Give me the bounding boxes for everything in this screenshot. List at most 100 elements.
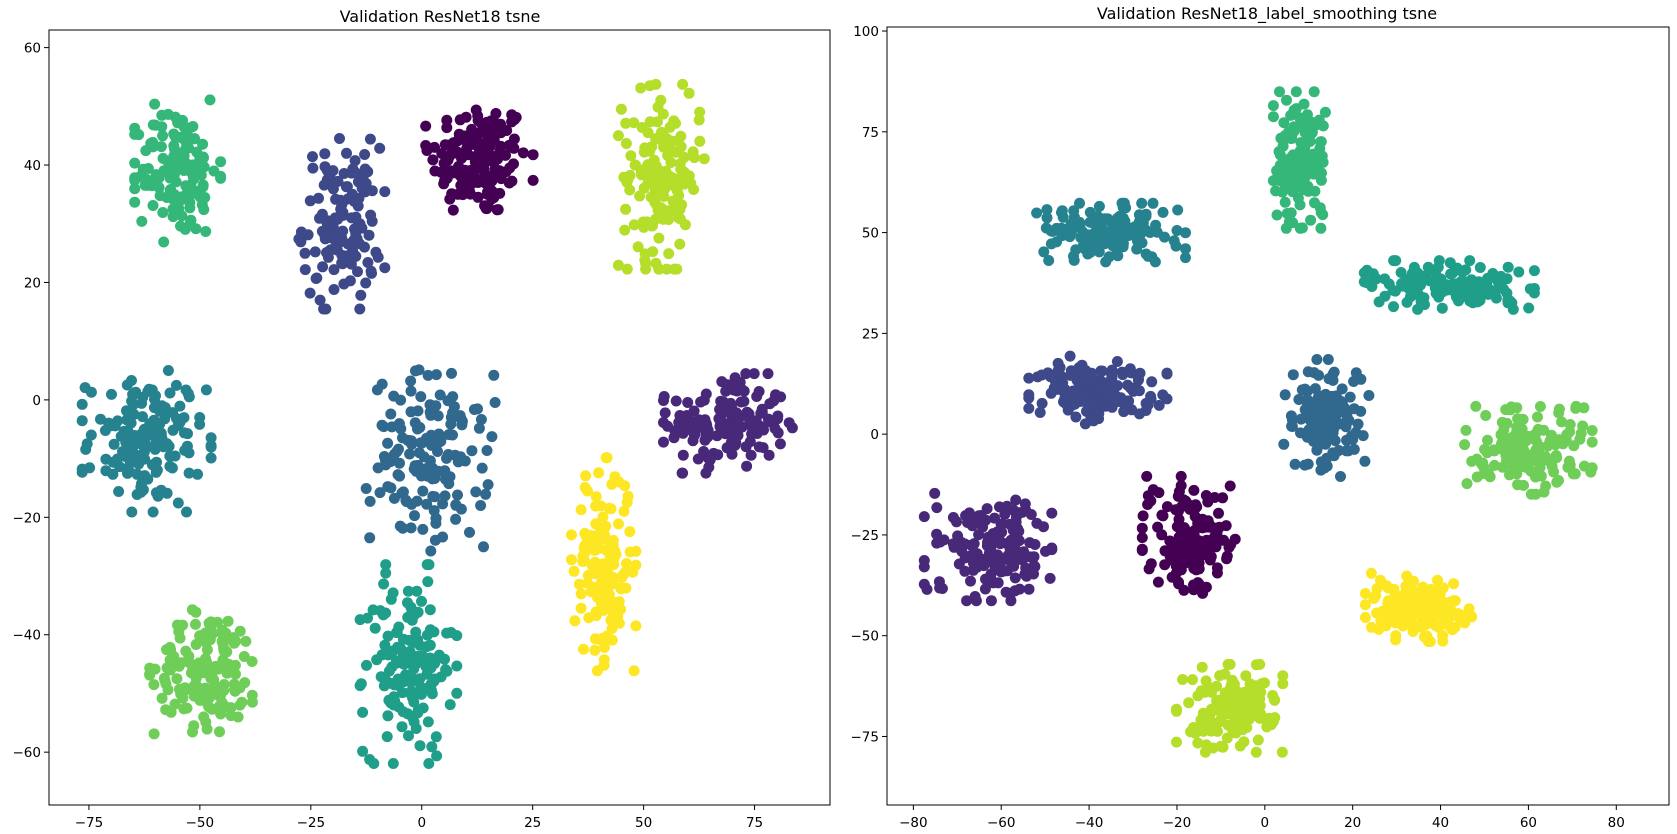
scatter-point-resnet18-class-2 — [325, 232, 337, 244]
scatter-point-resnet18-label-smoothing-class-6 — [1274, 149, 1286, 161]
scatter-point-resnet18-class-8 — [698, 153, 710, 165]
scatter-point-resnet18-class-6 — [156, 121, 168, 133]
scatter-point-resnet18-label-smoothing-class-0 — [1203, 548, 1215, 560]
scatter-point-resnet18-class-5 — [414, 740, 426, 752]
scatter-point-resnet18-class-6 — [153, 182, 165, 194]
scatter-point-resnet18-class-2 — [364, 133, 376, 145]
scatter-point-resnet18-class-5 — [389, 679, 400, 691]
scatter-point-resnet18-label-smoothing-class-2 — [1055, 382, 1067, 394]
scatter-point-resnet18-label-smoothing-class-3 — [1311, 354, 1323, 365]
scatter-point-resnet18-label-smoothing-class-2 — [1095, 365, 1107, 377]
scatter-point-resnet18-class-5 — [396, 721, 408, 733]
scatter-point-resnet18-label-smoothing-class-0 — [1168, 543, 1180, 555]
scatter-point-resnet18-label-smoothing-class-3 — [1335, 471, 1346, 482]
scatter-point-resnet18-class-9 — [630, 620, 642, 632]
scatter-point-resnet18-class-2 — [352, 200, 364, 212]
scatter-point-resnet18-class-0 — [509, 114, 521, 125]
scatter-point-resnet18-label-smoothing-class-6 — [1267, 100, 1279, 112]
scatter-point-resnet18-label-smoothing-class-8 — [1259, 677, 1270, 689]
scatter-point-resnet18-class-6 — [197, 138, 209, 150]
scatter-point-resnet18-class-7 — [246, 696, 258, 708]
scatter-point-resnet18-label-smoothing-class-0 — [1213, 507, 1224, 519]
scatter-point-resnet18-class-1 — [670, 395, 682, 407]
scatter-point-resnet18-class-5 — [380, 567, 392, 579]
scatter-point-resnet18-label-smoothing-class-3 — [1340, 421, 1352, 433]
scatter-point-resnet18-class-9 — [619, 480, 631, 492]
scatter-point-resnet18-class-5 — [451, 630, 463, 642]
scatter-point-resnet18-class-9 — [593, 467, 605, 479]
scatter-point-resnet18-label-smoothing-class-3 — [1321, 452, 1333, 464]
scatter-point-resnet18-label-smoothing-class-7 — [1544, 435, 1556, 447]
chart-title-resnet18-label-smoothing: Validation ResNet18_label_smoothing tsne — [1097, 4, 1437, 24]
scatter-point-resnet18-label-smoothing-class-6 — [1290, 86, 1302, 98]
scatter-point-resnet18-label-smoothing-class-0 — [1147, 484, 1159, 496]
y-tick-label: 60 — [24, 41, 41, 57]
scatter-point-resnet18-class-0 — [451, 146, 463, 158]
scatter-point-resnet18-class-2 — [344, 275, 356, 287]
scatter-point-resnet18-class-7 — [175, 657, 187, 669]
scatter-point-resnet18-class-0 — [470, 157, 482, 169]
scatter-point-resnet18-class-5 — [397, 706, 409, 718]
scatter-point-resnet18-label-smoothing-class-9 — [1437, 630, 1449, 642]
scatter-point-resnet18-class-5 — [423, 758, 435, 769]
scatter-point-resnet18-label-smoothing-class-4 — [1100, 256, 1112, 268]
scatter-point-resnet18-class-8 — [619, 224, 631, 236]
scatter-point-resnet18-class-9 — [619, 566, 631, 578]
scatter-point-resnet18-class-3 — [395, 394, 407, 406]
scatter-point-resnet18-class-3 — [486, 431, 498, 443]
scatter-point-resnet18-class-6 — [129, 174, 141, 186]
scatter-point-resnet18-label-smoothing-class-6 — [1292, 121, 1304, 133]
scatter-point-resnet18-class-1 — [741, 460, 753, 472]
scatter-point-resnet18-class-5 — [383, 665, 395, 677]
scatter-point-resnet18-label-smoothing-class-0 — [1197, 587, 1209, 599]
scatter-point-resnet18-label-smoothing-class-7 — [1564, 462, 1576, 474]
scatter-point-resnet18-label-smoothing-class-3 — [1320, 438, 1332, 450]
scatter-point-resnet18-label-smoothing-class-4 — [1180, 243, 1191, 255]
scatter-point-resnet18-label-smoothing-class-8 — [1197, 707, 1209, 719]
scatter-point-resnet18-class-4 — [113, 486, 125, 497]
scatter-point-resnet18-class-6 — [169, 157, 181, 169]
scatter-point-resnet18-label-smoothing-class-7 — [1528, 447, 1540, 459]
scatter-point-resnet18-label-smoothing-class-9 — [1359, 588, 1371, 599]
scatter-point-resnet18-class-9 — [598, 599, 610, 611]
scatter-point-resnet18-class-9 — [606, 623, 618, 634]
scatter-point-resnet18-class-9 — [591, 665, 603, 677]
scatter-point-resnet18-label-smoothing-class-7 — [1574, 433, 1586, 445]
scatter-point-resnet18-class-8 — [664, 170, 676, 182]
scatter-point-resnet18-class-9 — [578, 550, 590, 561]
scatter-point-resnet18-label-smoothing-class-7 — [1548, 466, 1560, 478]
scatter-point-resnet18-label-smoothing-class-5 — [1445, 268, 1457, 280]
scatter-point-resnet18-class-2 — [322, 251, 334, 263]
scatter-point-resnet18-class-3 — [385, 482, 397, 494]
scatter-point-resnet18-label-smoothing-class-9 — [1420, 613, 1432, 625]
scatter-point-resnet18-class-0 — [488, 192, 500, 204]
scatter-point-resnet18-label-smoothing-class-6 — [1290, 178, 1302, 190]
scatter-point-resnet18-label-smoothing-class-3 — [1287, 369, 1299, 381]
scatter-point-resnet18-class-5 — [444, 699, 456, 711]
scatter-point-resnet18-label-smoothing-class-2 — [1095, 383, 1107, 395]
scatter-point-resnet18-class-4 — [80, 443, 92, 455]
scatter-point-resnet18-label-smoothing-class-8 — [1215, 713, 1227, 725]
scatter-point-resnet18-class-4 — [200, 384, 212, 396]
scatter-point-resnet18-class-4 — [150, 487, 162, 499]
scatter-point-resnet18-class-8 — [612, 130, 624, 142]
scatter-point-resnet18-class-7 — [217, 637, 229, 649]
scatter-point-resnet18-class-0 — [488, 134, 500, 146]
scatter-point-resnet18-label-smoothing-class-5 — [1389, 285, 1401, 297]
scatter-point-resnet18-label-smoothing-class-3 — [1352, 418, 1364, 430]
scatter-point-resnet18-label-smoothing-class-2 — [1059, 393, 1071, 404]
scatter-point-resnet18-label-smoothing-class-3 — [1308, 424, 1320, 436]
scatter-point-resnet18-class-3 — [437, 498, 449, 510]
scatter-point-resnet18-class-6 — [133, 129, 145, 141]
scatter-point-resnet18-label-smoothing-class-5 — [1435, 275, 1447, 287]
scatter-point-resnet18-label-smoothing-class-5 — [1407, 276, 1419, 288]
scatter-point-resnet18-label-smoothing-class-7 — [1532, 411, 1543, 423]
scatter-point-resnet18-label-smoothing-class-0 — [1220, 520, 1232, 532]
scatter-point-resnet18-class-3 — [378, 451, 390, 462]
scatter-point-resnet18-class-3 — [476, 462, 488, 474]
scatter-point-resnet18-label-smoothing-class-1 — [965, 575, 976, 587]
scatter-point-resnet18-class-1 — [751, 391, 763, 402]
scatter-point-resnet18-class-4 — [103, 417, 115, 429]
scatter-point-resnet18-label-smoothing-class-8 — [1219, 668, 1231, 680]
scatter-point-resnet18-label-smoothing-class-0 — [1141, 470, 1153, 482]
